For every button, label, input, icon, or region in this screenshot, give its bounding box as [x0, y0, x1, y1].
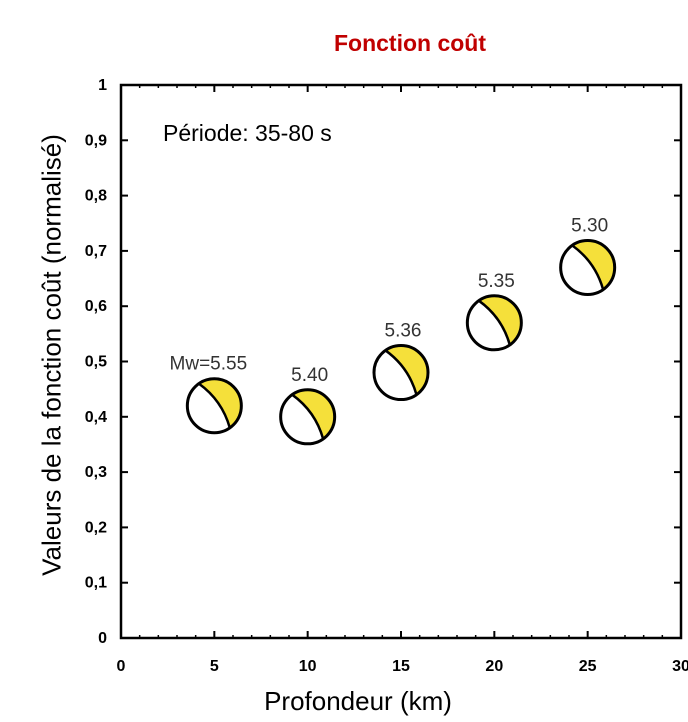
magnitude-label: Mw=5.55: [170, 354, 248, 375]
chart-title: Fonction coût: [333, 30, 487, 56]
y-tick-label: 0,8: [85, 188, 107, 205]
data-point: 5.30: [559, 215, 617, 296]
y-tick-label: 0,6: [85, 298, 107, 315]
period-annotation: Période: 35-80 s: [163, 120, 332, 146]
x-tick-label: 25: [579, 658, 597, 675]
magnitude-label: 5.40: [291, 365, 328, 386]
beachball-nodal-line: [384, 349, 418, 396]
beachball-outline: [559, 238, 617, 296]
y-tick-label: 0: [98, 630, 107, 647]
y-tick-label: 0,9: [85, 132, 107, 149]
data-point: 5.36: [372, 321, 430, 402]
x-tick-label: 10: [299, 658, 317, 675]
y-tick-label: 1: [98, 77, 107, 94]
y-tick-label: 0,7: [85, 243, 107, 260]
axis-ticks: 0 5 10 15 20 25 30 0 0,1 0,2 0,3 0,4 0,5 0,6 0,7 0,8 0,9…: [85, 77, 688, 675]
data-point: 5.35: [465, 271, 523, 352]
y-tick-label: 0,1: [85, 575, 107, 592]
data-point: 5.40: [279, 365, 337, 446]
beachball-outline: [372, 344, 430, 402]
beachball-nodal-line: [478, 299, 512, 346]
beachball-nodal-line: [291, 393, 325, 440]
magnitude-label: 5.36: [385, 321, 422, 342]
x-tick-label: 30: [672, 658, 688, 675]
y-tick-label: 0,4: [85, 409, 107, 426]
x-tick-label: 5: [210, 658, 219, 675]
x-tick-label: 0: [117, 658, 126, 675]
x-tick-label: 15: [392, 658, 410, 675]
data-points: Mw=5.55 5.40 5.36 5.35 5.30: [170, 215, 617, 446]
beachball-nodal-line: [571, 244, 605, 290]
y-tick-label: 0,5: [85, 354, 107, 371]
x-tick-label: 20: [485, 658, 503, 675]
y-tick-label: 0,2: [85, 519, 107, 536]
beachball-outline: [465, 294, 523, 352]
y-tick-label: 0,3: [85, 464, 107, 481]
magnitude-label: 5.35: [478, 271, 515, 292]
data-point: Mw=5.55: [170, 354, 248, 435]
beachball-outline: [185, 377, 243, 435]
beachball-outline: [279, 388, 337, 446]
x-axis-label: Profondeur (km): [264, 686, 452, 716]
magnitude-label: 5.30: [571, 215, 608, 236]
beachball-nodal-line: [198, 382, 232, 429]
